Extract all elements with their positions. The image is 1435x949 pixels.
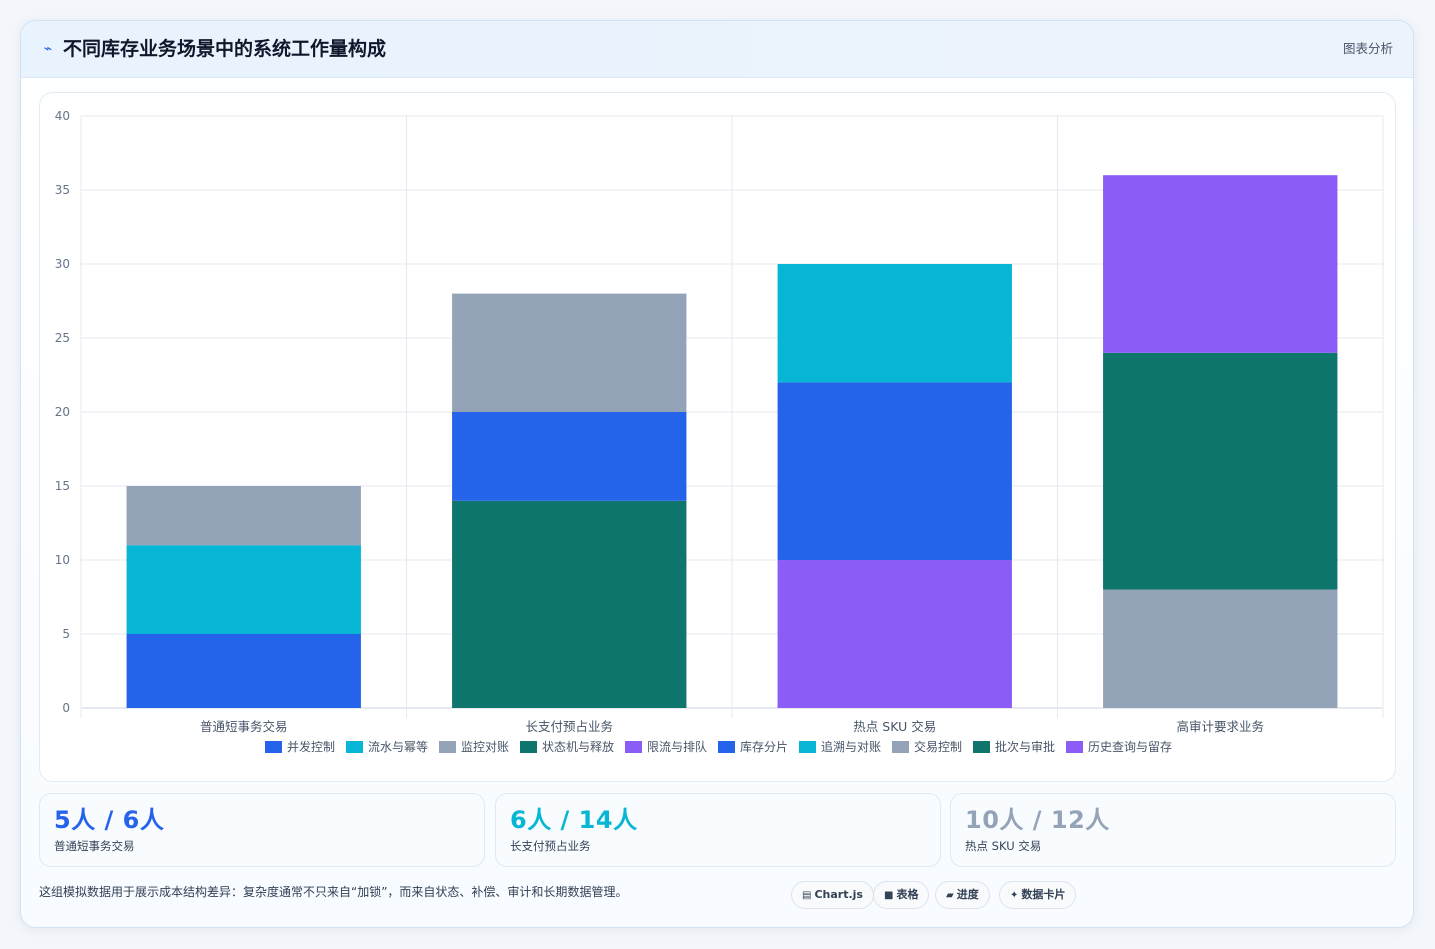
legend-swatch	[892, 741, 909, 753]
chart-icon: ▤	[802, 890, 812, 901]
stat-value: 6人 / 14人	[510, 806, 638, 834]
stat-card-3: 10人 / 12人 热点 SKU 交易	[950, 793, 1396, 867]
bar-segment	[1103, 589, 1338, 708]
bar-segment	[1103, 175, 1338, 353]
stat-label: 普通短事务交易	[54, 839, 135, 853]
chip-progress[interactable]: ▰ 进度	[935, 881, 990, 909]
stat-cards: 5人 / 6人 普通短事务交易 6人 / 14人 长支付预占业务 10人 / 1…	[39, 793, 1396, 867]
progress-icon: ▰	[946, 890, 954, 901]
sparkline-icon: ⌁	[43, 41, 53, 57]
chip-label: 数据卡片	[1021, 888, 1066, 901]
legend-label: 流水与幂等	[368, 740, 428, 754]
chart-panel: 0 5 10 15 20 25 30 35 40 普通短事务交易 长支付预占业务 热点 SKU 交易 高…	[39, 92, 1396, 782]
chip-table[interactable]: ■ 表格	[873, 881, 930, 909]
stat-card-2: 6人 / 14人 长支付预占业务	[495, 793, 941, 867]
bar-segment	[126, 634, 361, 708]
legend-label: 交易控制	[914, 739, 962, 754]
bar-segment	[1103, 352, 1338, 590]
stacked-bar-chart: 0 5 10 15 20 25 30 35 40 普通短事务交易 长支付预占业务 热点 SKU 交易 高…	[55, 109, 1384, 754]
legend-label: 并发控制	[287, 739, 335, 754]
bar-segment	[777, 560, 1012, 708]
legend-swatch	[265, 741, 282, 753]
legend-swatch	[346, 741, 363, 753]
sparkle-icon: ✦	[1010, 890, 1019, 901]
bar-segment	[126, 486, 361, 546]
legend-swatch	[520, 741, 537, 753]
bar-segment	[452, 412, 687, 501]
x-tick-label: 高审计要求业务	[1176, 719, 1264, 734]
y-tick-label: 25	[55, 331, 70, 345]
stat-card-1: 5人 / 6人 普通短事务交易	[39, 793, 485, 867]
bar-segment	[452, 500, 687, 708]
table-icon: ■	[884, 890, 894, 901]
bar-segment	[452, 293, 687, 412]
legend-label: 监控对账	[461, 740, 509, 754]
stat-value: 10人 / 12人	[965, 806, 1110, 834]
legend-label: 历史查询与留存	[1088, 740, 1172, 754]
stat-label: 长支付预占业务	[510, 839, 591, 853]
y-tick-label: 20	[55, 405, 70, 419]
legend-swatch	[625, 741, 642, 753]
chip-label: 进度	[956, 888, 979, 901]
y-tick-label: 10	[55, 553, 70, 567]
page-title: 不同库存业务场景中的系统工作量构成	[63, 38, 387, 60]
chip-chartjs[interactable]: ▤ Chart.js	[791, 881, 874, 909]
y-tick-label: 30	[55, 257, 70, 271]
chip-label: Chart.js	[814, 888, 863, 901]
bar-segment	[126, 545, 361, 634]
legend-label: 批次与审批	[995, 739, 1055, 754]
chart-card: ⌁ 不同库存业务场景中的系统工作量构成 图表分析 0 5 10 15 20 25 30 35 4…	[20, 20, 1414, 928]
legend-label: 追溯与对账	[821, 739, 881, 754]
y-tick-label: 0	[62, 701, 70, 715]
y-tick-label: 35	[55, 183, 70, 197]
bar-segment	[777, 382, 1012, 560]
y-tick-label: 40	[55, 109, 70, 123]
y-tick-label: 5	[62, 627, 70, 641]
legend-label: 库存分片	[740, 739, 788, 754]
legend-swatch	[1066, 741, 1083, 753]
chip-label: 表格	[896, 888, 919, 901]
legend-label: 状态机与释放	[542, 739, 614, 754]
bar-segment	[777, 264, 1012, 383]
legend-swatch	[799, 741, 816, 753]
legend-swatch	[718, 741, 735, 753]
x-tick-label: 热点 SKU 交易	[853, 719, 936, 734]
card-header: ⌁ 不同库存业务场景中的系统工作量构成 图表分析	[21, 21, 1413, 78]
stat-label: 热点 SKU 交易	[965, 839, 1042, 853]
y-tick-label: 15	[55, 479, 70, 493]
legend-swatch	[973, 741, 990, 753]
footnote: 这组模拟数据用于展示成本结构差异：复杂度通常不只来自“加锁”，而来自状态、补偿、…	[39, 885, 628, 899]
stat-value: 5人 / 6人	[54, 806, 165, 834]
x-tick-label: 普通短事务交易	[200, 719, 288, 734]
legend-label: 限流与排队	[647, 739, 707, 754]
x-tick-label: 长支付预占业务	[525, 719, 613, 734]
legend-swatch	[439, 741, 456, 753]
chart-analysis-link[interactable]: 图表分析	[1342, 41, 1393, 56]
chip-data-card[interactable]: ✦ 数据卡片	[999, 881, 1077, 909]
